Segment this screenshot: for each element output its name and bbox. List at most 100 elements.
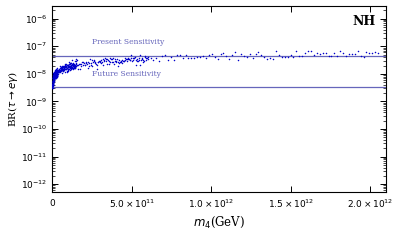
Text: Future Sensitivity: Future Sensitivity bbox=[92, 70, 161, 78]
Point bbox=[60, 67, 67, 71]
Point bbox=[123, 57, 130, 61]
Point bbox=[133, 59, 139, 62]
Point bbox=[314, 51, 320, 55]
Point bbox=[50, 77, 56, 81]
Point bbox=[68, 67, 74, 71]
Point bbox=[51, 71, 58, 74]
Point bbox=[58, 68, 65, 72]
Point bbox=[59, 67, 65, 71]
Point bbox=[50, 77, 57, 81]
Point bbox=[129, 59, 135, 63]
Point bbox=[61, 66, 67, 70]
Point bbox=[59, 71, 66, 75]
Point bbox=[52, 73, 59, 77]
Point bbox=[50, 82, 56, 86]
Point bbox=[132, 63, 139, 67]
Point bbox=[50, 74, 56, 78]
Point bbox=[52, 72, 58, 75]
Point bbox=[54, 66, 60, 70]
Point bbox=[352, 52, 358, 55]
Point bbox=[58, 65, 64, 69]
Point bbox=[57, 70, 63, 74]
Point bbox=[53, 74, 60, 77]
Point bbox=[217, 53, 224, 56]
Point bbox=[53, 73, 59, 77]
Point bbox=[369, 51, 376, 55]
Point bbox=[52, 73, 59, 76]
Point bbox=[54, 69, 60, 73]
Point bbox=[52, 71, 59, 75]
Point bbox=[52, 74, 58, 78]
Point bbox=[50, 76, 56, 80]
Point bbox=[62, 67, 69, 71]
Point bbox=[52, 72, 59, 75]
Point bbox=[69, 65, 75, 69]
Point bbox=[54, 71, 61, 74]
Point bbox=[93, 62, 99, 66]
Point bbox=[94, 63, 100, 67]
Point bbox=[51, 74, 57, 78]
Point bbox=[250, 56, 256, 60]
Point bbox=[135, 59, 142, 62]
Point bbox=[60, 69, 66, 73]
Point bbox=[255, 50, 262, 54]
Point bbox=[52, 75, 59, 79]
Point bbox=[60, 67, 67, 71]
Point bbox=[50, 80, 56, 84]
Point bbox=[128, 53, 134, 57]
Point bbox=[101, 58, 108, 62]
Point bbox=[308, 49, 314, 53]
Point bbox=[50, 76, 56, 80]
Point bbox=[51, 73, 57, 76]
Point bbox=[51, 72, 57, 75]
Point bbox=[49, 86, 56, 90]
Point bbox=[52, 73, 58, 76]
Point bbox=[311, 53, 317, 57]
Point bbox=[52, 74, 58, 78]
Point bbox=[51, 73, 58, 77]
Point bbox=[53, 70, 60, 74]
Point bbox=[54, 69, 61, 73]
Point bbox=[52, 76, 59, 80]
Point bbox=[56, 69, 62, 73]
Point bbox=[273, 49, 279, 53]
Point bbox=[64, 66, 70, 70]
Point bbox=[52, 69, 58, 72]
Point bbox=[214, 57, 221, 61]
Point bbox=[57, 68, 64, 72]
Point bbox=[90, 59, 97, 63]
Point bbox=[52, 74, 59, 78]
Point bbox=[66, 67, 72, 70]
Point bbox=[57, 68, 64, 72]
Point bbox=[63, 64, 70, 68]
Point bbox=[108, 60, 115, 63]
Point bbox=[66, 60, 72, 64]
Point bbox=[49, 82, 56, 86]
Point bbox=[52, 69, 58, 73]
Point bbox=[125, 57, 132, 61]
Point bbox=[50, 76, 57, 79]
Point bbox=[130, 58, 136, 62]
Point bbox=[246, 52, 253, 56]
Point bbox=[52, 72, 58, 75]
Point bbox=[126, 59, 133, 62]
Point bbox=[61, 68, 68, 72]
Point bbox=[147, 56, 154, 60]
Point bbox=[52, 74, 59, 78]
Point bbox=[71, 63, 77, 66]
Point bbox=[122, 56, 128, 60]
Point bbox=[50, 72, 57, 75]
Point bbox=[53, 75, 59, 79]
Point bbox=[54, 68, 61, 72]
Point bbox=[52, 73, 59, 77]
Point bbox=[51, 76, 57, 80]
Point bbox=[50, 76, 56, 79]
Point bbox=[354, 49, 361, 53]
Point bbox=[51, 76, 57, 79]
Point bbox=[50, 82, 56, 86]
Point bbox=[130, 56, 137, 59]
Point bbox=[52, 76, 58, 80]
Point bbox=[66, 62, 72, 66]
Point bbox=[331, 51, 338, 55]
Point bbox=[67, 64, 74, 68]
